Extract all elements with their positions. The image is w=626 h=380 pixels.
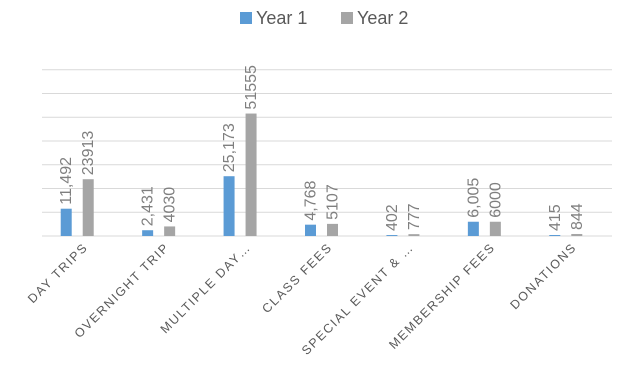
data-label: 5107 bbox=[325, 184, 342, 220]
category-label: MULTIPLE DAY… bbox=[158, 240, 254, 336]
data-label: 6000 bbox=[487, 182, 504, 218]
data-label: 2,431 bbox=[140, 186, 157, 226]
bar-year-2 bbox=[82, 179, 94, 236]
legend-swatch bbox=[240, 12, 252, 24]
category-label: DONATIONS bbox=[507, 240, 579, 312]
bar-year-2 bbox=[408, 234, 420, 236]
legend-swatch bbox=[341, 12, 353, 24]
category-label: CLASS FEES bbox=[259, 240, 335, 316]
data-label: 51555 bbox=[243, 65, 260, 110]
bar-year-2 bbox=[327, 223, 338, 236]
bar-year-1 bbox=[60, 208, 72, 236]
bar-year-2 bbox=[489, 221, 501, 236]
data-label: 415 bbox=[547, 204, 564, 231]
bars bbox=[60, 113, 583, 236]
bar-year-1 bbox=[386, 235, 398, 236]
bar-year-1 bbox=[142, 230, 154, 236]
data-label: 25,173 bbox=[221, 123, 238, 172]
bar-year-1 bbox=[549, 235, 561, 236]
data-label: 777 bbox=[406, 203, 423, 230]
data-label: 402 bbox=[384, 204, 401, 231]
bar-year-1 bbox=[305, 224, 316, 236]
bar-year-2 bbox=[245, 113, 257, 236]
data-labels: 11,492 23913 2,431 4030 25,173 51555 4,768 5107… bbox=[58, 65, 586, 231]
bar-year-2 bbox=[164, 226, 176, 236]
legend-label: Year 2 bbox=[357, 8, 408, 28]
data-label: 23913 bbox=[80, 131, 97, 176]
legend-label: Year 1 bbox=[256, 8, 307, 28]
data-label: 4030 bbox=[162, 187, 179, 223]
category-label: DAY TRIPS bbox=[25, 240, 91, 306]
data-label: 844 bbox=[569, 203, 586, 230]
bar-year-1 bbox=[467, 221, 479, 236]
bar-year-1 bbox=[223, 176, 235, 236]
gridlines bbox=[42, 69, 612, 237]
legend: Year 1 Year 2 bbox=[240, 8, 408, 28]
data-label: 11,492 bbox=[58, 157, 75, 205]
bar-year-2 bbox=[571, 233, 583, 236]
data-label: 6,005 bbox=[465, 178, 482, 218]
data-label: 4,768 bbox=[303, 181, 320, 221]
